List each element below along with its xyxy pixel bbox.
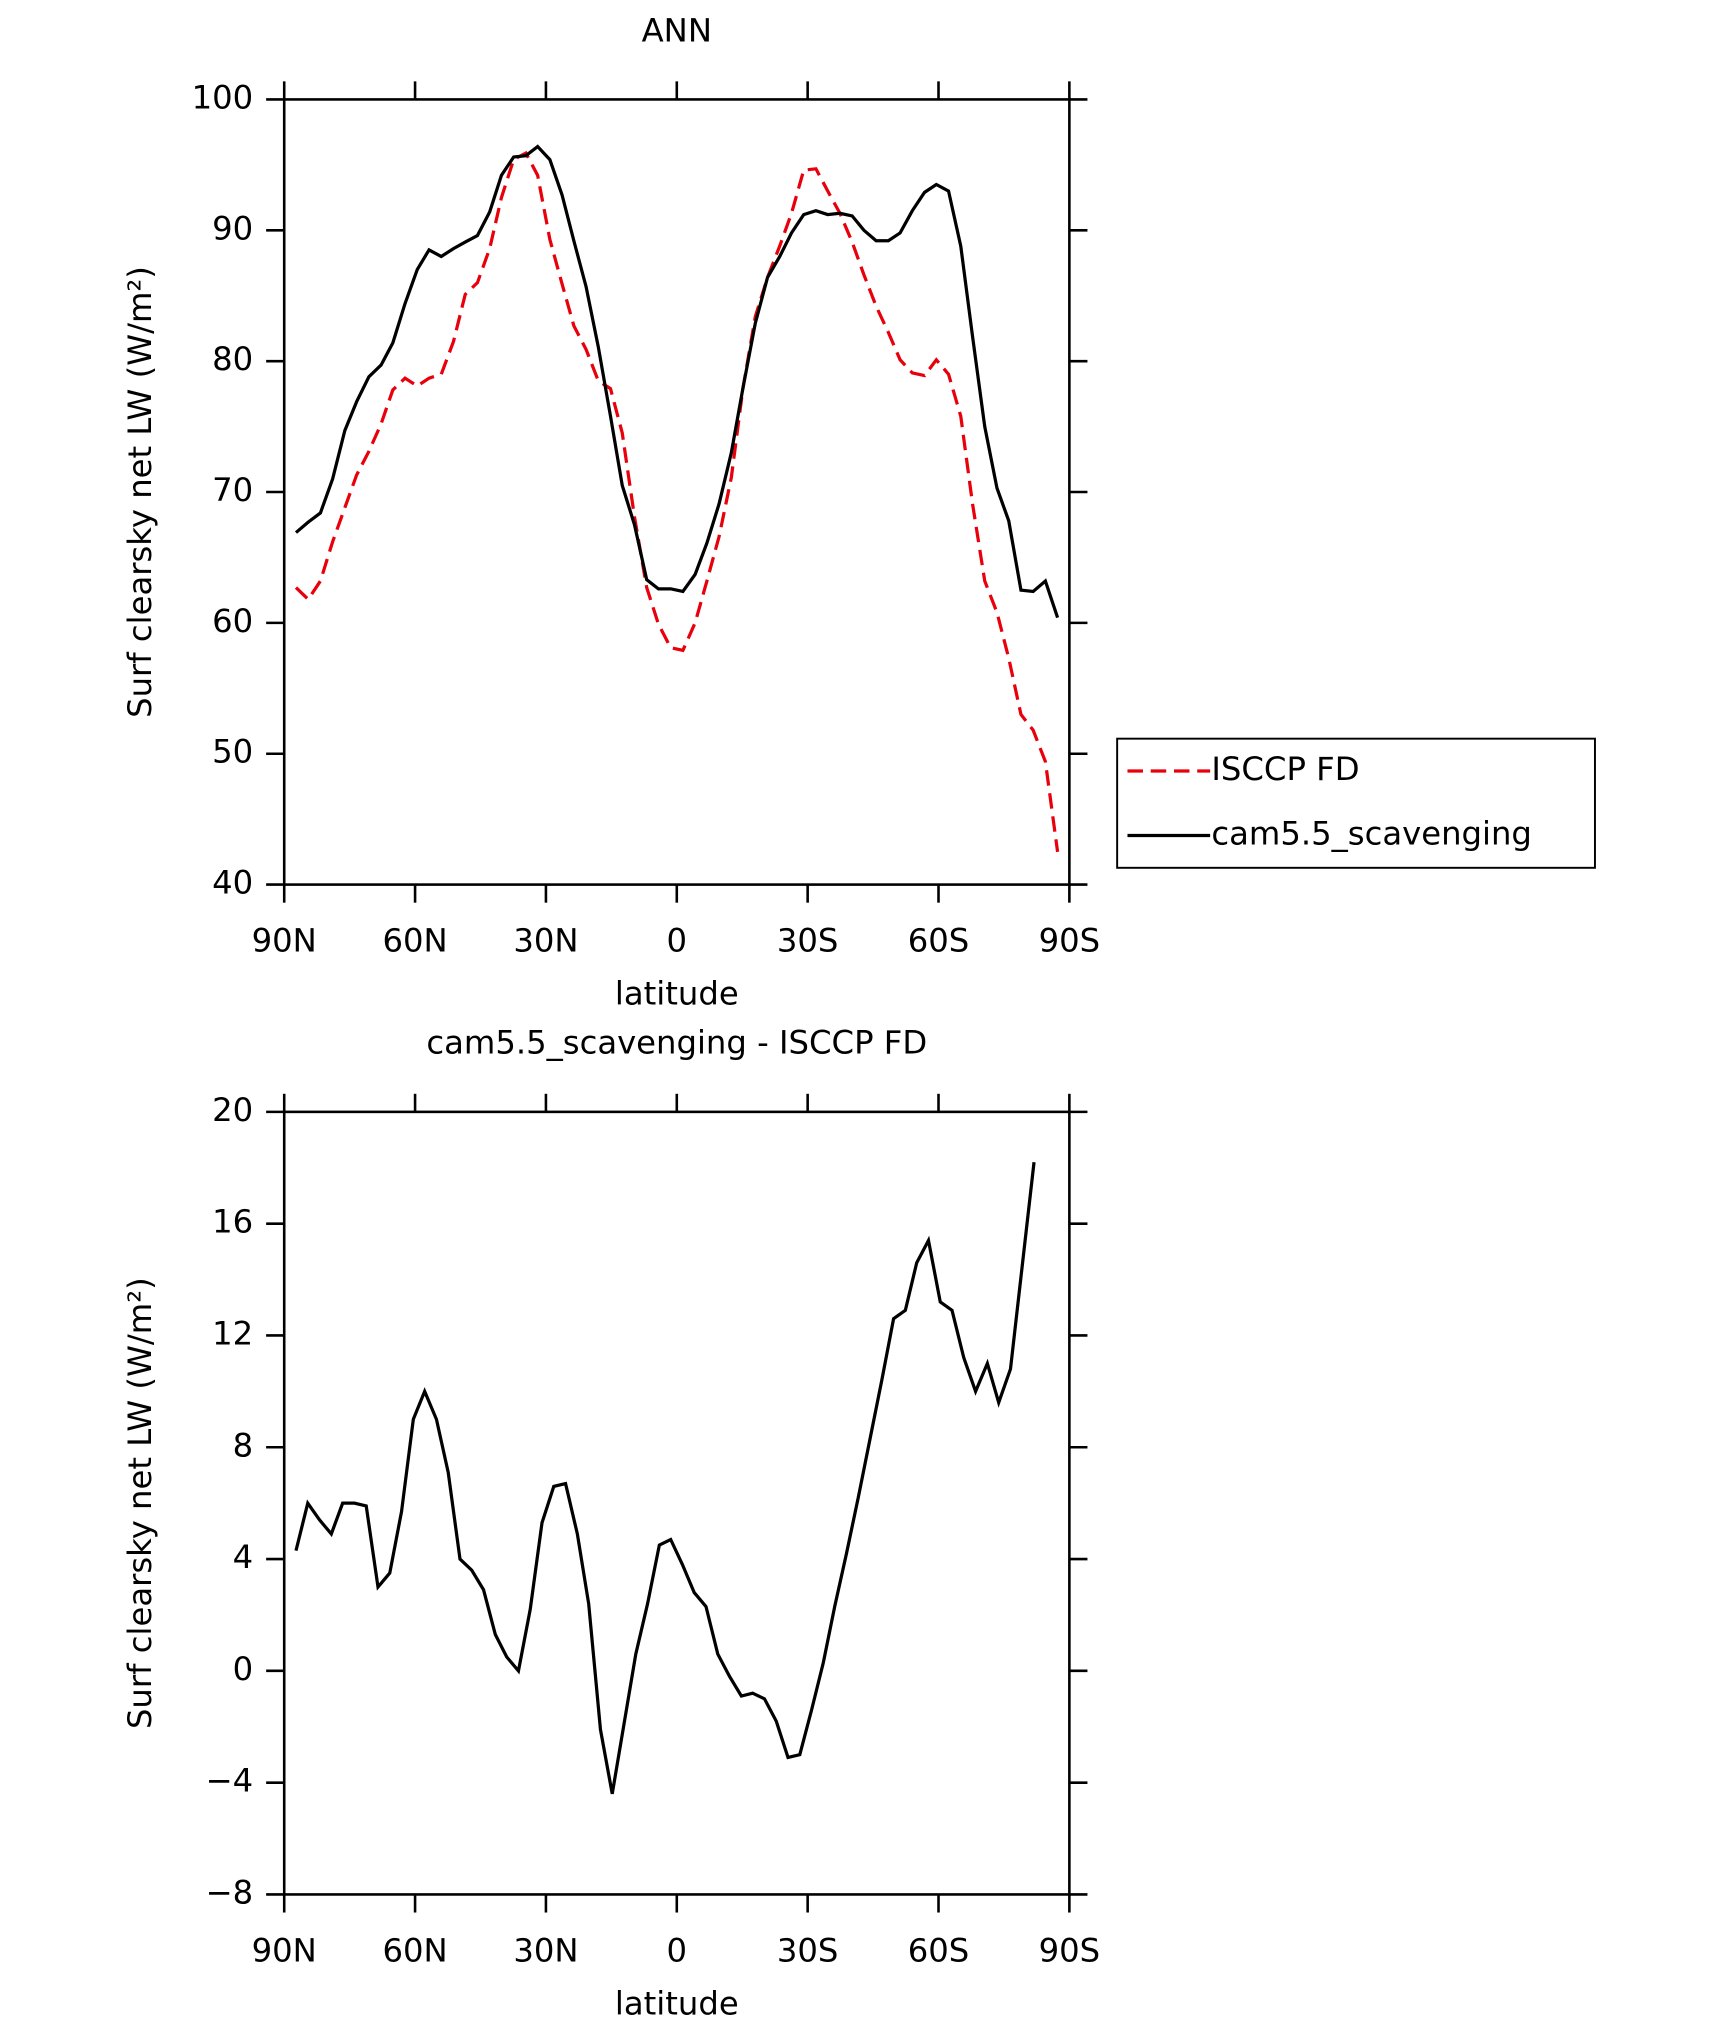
y-tick-label: 50 (212, 733, 253, 771)
x-tick-label: 90S (1039, 1932, 1101, 1970)
x-tick-label: 30S (777, 1932, 839, 1970)
x-axis-label: latitude (615, 1985, 739, 2021)
y-tick-label: 80 (212, 340, 253, 378)
y-tick-label: 0 (233, 1650, 254, 1688)
x-tick-label: 60S (908, 1932, 970, 1970)
series-line (294, 150, 1060, 853)
y-tick-label: 8 (233, 1426, 254, 1464)
x-tick-label: 60N (382, 922, 447, 960)
x-tick-label: 0 (667, 1932, 688, 1970)
x-tick-label: 30N (513, 922, 578, 960)
y-tick-label: 40 (212, 864, 253, 902)
y-tick-label: 12 (212, 1314, 253, 1352)
y-tick-label: −8 (206, 1873, 254, 1911)
plot-frame (282, 98, 1071, 886)
x-tick-label: 60N (382, 1932, 447, 1970)
x-axis-label: latitude (615, 975, 739, 1013)
series-line (294, 1162, 1036, 1795)
y-tick-label: 100 (192, 78, 254, 116)
y-axis-label: Surf clearsky net LW (W/m²) (121, 1277, 159, 1729)
x-tick-label: 90S (1039, 922, 1101, 960)
chart-title: cam5.5_scavenging - ISCCP FD (426, 1024, 927, 1062)
legend-label: ISCCP FD (1211, 750, 1359, 788)
legend-box (1116, 737, 1596, 869)
y-tick-label: −4 (206, 1762, 254, 1800)
y-tick-label: 4 (233, 1538, 254, 1576)
y-tick-label: 16 (212, 1203, 253, 1241)
x-tick-label: 30S (777, 922, 839, 960)
y-tick-label: 90 (212, 209, 253, 247)
chart-title: ANN (642, 11, 712, 49)
x-tick-label: 60S (908, 922, 970, 960)
y-axis-label: Surf clearsky net LW (W/m²) (121, 266, 159, 718)
x-tick-label: 90N (252, 1932, 317, 1970)
y-tick-label: 60 (212, 602, 253, 640)
y-tick-label: 70 (212, 471, 253, 509)
x-tick-label: 0 (667, 922, 688, 960)
series-line (294, 144, 1060, 619)
x-tick-label: 90N (252, 922, 317, 960)
y-tick-label: 20 (212, 1091, 253, 1129)
legend-label: cam5.5_scavenging (1211, 815, 1531, 853)
x-tick-label: 30N (513, 1932, 578, 1970)
